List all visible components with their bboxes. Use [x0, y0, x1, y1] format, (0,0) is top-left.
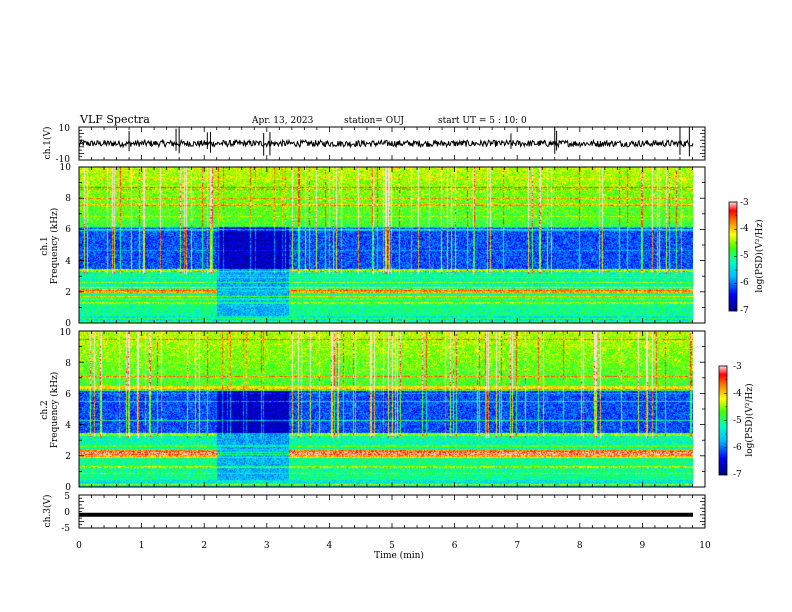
ch1-spec-ytick-0: 0: [65, 319, 71, 329]
x-tick-label: 1: [139, 541, 145, 551]
ch1-ylabel: ch.1(V): [42, 127, 53, 160]
x-tick-label: 4: [327, 541, 333, 551]
ch2-cbar-tick-m5: -5: [733, 416, 742, 426]
ch2-spec-ytick-0: 0: [65, 483, 71, 493]
x-tick-label: 8: [577, 541, 583, 551]
ch1-cbar-tick-m4: -4: [740, 224, 749, 234]
ch1-waveform-trace: [78, 138, 694, 149]
ch1-cbar-tick-m7: -7: [740, 306, 749, 316]
ch3-ticks: [78, 494, 706, 529]
ch1-ytick-top: 10: [59, 124, 71, 134]
ch2-colorbar-ticks: [724, 365, 727, 476]
ch1-cbar-tick-m6: -6: [740, 278, 749, 288]
ch3-ylabel: ch.3(V): [42, 495, 53, 528]
ch2-cbar-tick-m3: -3: [733, 362, 742, 372]
x-tick-labels: 0 1 2 3 4 5 6 7 8 9 10: [76, 541, 711, 551]
ch1-cbar-label: log(PSD)(V²/Hz): [754, 219, 765, 292]
ch1-cbar-tick-m5: -5: [740, 251, 749, 261]
ch3-ytick-m5: -5: [61, 524, 70, 534]
start-time-label: start UT = 5 : 10: 0: [438, 116, 527, 126]
ch1-spec-ticks: [78, 166, 706, 324]
x-tick-label: 3: [264, 541, 270, 551]
ch1-spec-ytick-6: 6: [65, 225, 71, 235]
x-axis-label: Time (min): [374, 550, 424, 561]
ch1-ticks: [78, 126, 706, 161]
ch2-spectrogram-panel: 10 8 6 4 2 0 ch.2 Frequency (kHz) -3 -4 …: [40, 328, 755, 493]
ch1-spikes: [128, 127, 690, 157]
ch2-spec-ytick-4: 4: [65, 421, 71, 431]
ch2-spec-ytick-10: 10: [60, 328, 72, 338]
ch1-waveform-panel: 10 -10 ch.1(V): [42, 124, 706, 165]
ch2-cbar-tick-m6: -6: [733, 443, 742, 453]
ch1-spec-ytick-4: 4: [65, 257, 71, 267]
x-tick-label: 2: [201, 541, 207, 551]
x-tick-label: 0: [76, 541, 82, 551]
ch1-spec-ylabel-freq: Frequency (kHz): [49, 208, 60, 285]
ch2-spec-ytick-6: 6: [65, 390, 71, 400]
ch3-waveform-panel: 5 0 -5 ch.3(V): [42, 492, 706, 534]
ch1-spec-ytick-10: 10: [60, 163, 72, 173]
date-label: Apr. 13, 2023: [251, 116, 314, 126]
ch1-ytick-bottom: -10: [56, 155, 71, 165]
ch2-cbar-tick-m7: -7: [733, 470, 742, 480]
ch2-cbar-label: log(PSD)(V²/Hz): [744, 383, 755, 456]
ch1-colorbar-ticks: [734, 201, 737, 312]
ch1-spec-ytick-8: 8: [65, 194, 71, 204]
ch3-ytick-0: 0: [64, 508, 70, 518]
station-label: station= OUJ: [344, 116, 404, 126]
ch1-spectrogram-panel: 10 8 6 4 2 0 ch.1 Frequency (kHz) -3 -4 …: [40, 163, 765, 329]
ch1-spec-ytick-2: 2: [65, 288, 71, 298]
figure-title: VLF Spectra: [79, 113, 150, 126]
x-tick-label: 7: [514, 541, 520, 551]
ch2-spec-ticks: [78, 330, 706, 488]
ch2-spectrogram-image: [79, 331, 693, 487]
ch1-spec-ylabel-channel: ch.1: [40, 236, 50, 255]
ch2-spec-ytick-8: 8: [65, 359, 71, 369]
ch2-spec-ylabel-channel: ch.2: [40, 400, 50, 419]
ch1-spectrogram-image: [79, 167, 693, 323]
ch1-cbar-tick-m3: -3: [740, 198, 749, 208]
x-tick-label: 9: [640, 541, 646, 551]
x-tick-label: 6: [452, 541, 458, 551]
x-tick-label: 5: [389, 541, 395, 551]
ch2-spec-ytick-2: 2: [65, 452, 71, 462]
x-tick-label: 10: [699, 541, 711, 551]
ch2-cbar-tick-m4: -4: [733, 389, 742, 399]
ch2-spec-ylabel-freq: Frequency (kHz): [49, 372, 60, 449]
ch3-ytick-5: 5: [64, 492, 70, 502]
